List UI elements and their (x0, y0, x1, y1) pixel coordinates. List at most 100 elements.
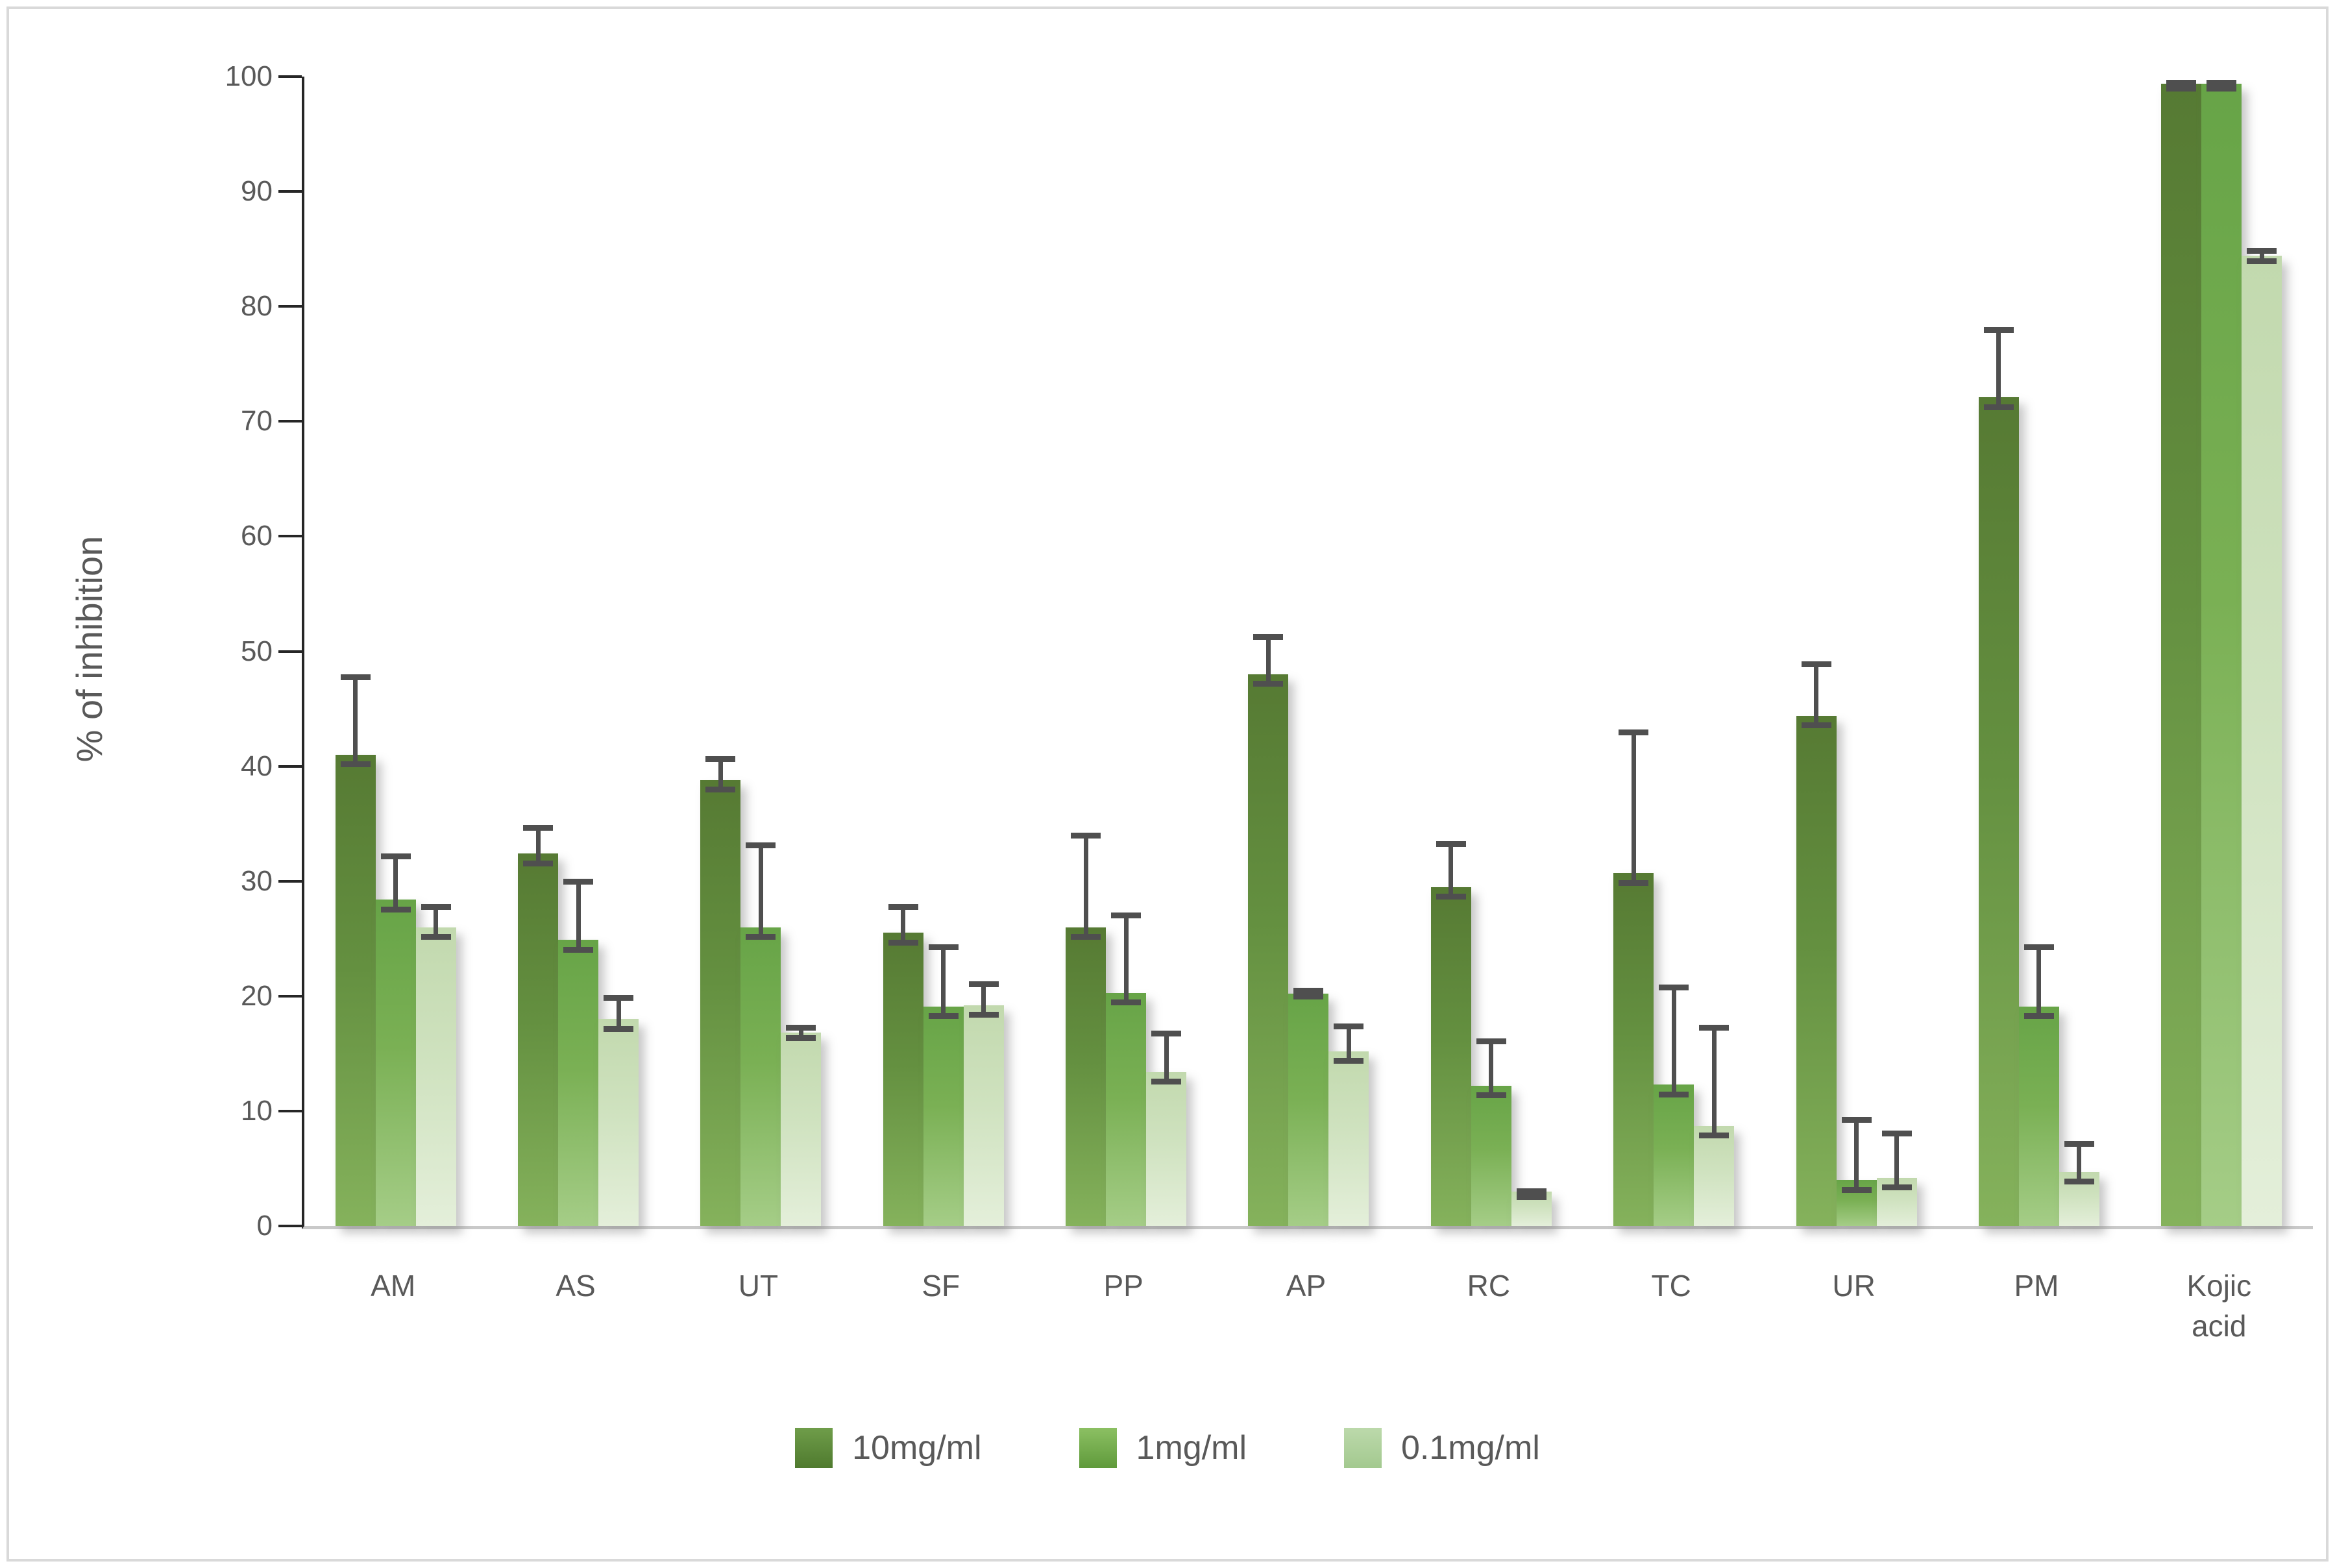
bar-slot (1613, 77, 1654, 1226)
error-bar-line (1671, 990, 1676, 1092)
error-bar-top-cap (1659, 985, 1689, 991)
bar-0.1mg/ml-UT (781, 1033, 822, 1226)
error-bar-bottom-cap (421, 934, 451, 940)
x-axis-labels: AM AS UT SF PP AP RC TC UR PM Kojic acid (302, 1266, 2310, 1389)
bar-1mg/ml-Kojic acid (2201, 83, 2242, 1226)
legend-swatch-icon (795, 1428, 833, 1468)
error-bar (1699, 1025, 1730, 1139)
bar-0.1mg/ml-Kojic acid (2242, 256, 2282, 1226)
bar-slot (1106, 77, 1147, 1226)
error-bar-line (1164, 1036, 1169, 1079)
bar-slot (883, 77, 923, 1226)
error-bar (1253, 633, 1284, 687)
error-bar-line (1083, 839, 1088, 935)
bar-10mg/ml-PP (1066, 927, 1106, 1226)
bar-0.1mg/ml-AM (415, 927, 456, 1226)
error-bar-bottom-cap (523, 860, 554, 866)
error-bar-bottom-cap (968, 1012, 999, 1018)
error-bar-bottom-cap (1881, 1184, 1912, 1191)
error-bar (1801, 661, 1831, 729)
error-bar (1881, 1131, 1912, 1191)
x-axis-label-as: AS (556, 1269, 596, 1303)
error-bar-bottom-cap (1111, 999, 1142, 1005)
x-axis-label-ur: UR (1832, 1269, 1876, 1303)
bar-10mg/ml-Kojic acid (2161, 83, 2202, 1226)
error-bar (1659, 985, 1689, 1097)
error-bar (2247, 247, 2277, 264)
bar-slot (1430, 77, 1471, 1226)
bar-slot (1836, 77, 1877, 1226)
error-bar (340, 674, 371, 768)
bar-slot (740, 77, 781, 1226)
y-axis-tick-label: 50 (241, 635, 273, 667)
error-bar-top-cap (2064, 1140, 2094, 1147)
y-axis-tick-label: 80 (241, 290, 273, 323)
error-bar-bottom-cap (340, 761, 371, 768)
x-axis-label-rc: RC (1467, 1269, 1511, 1303)
error-bar-bottom-cap (1151, 1079, 1182, 1085)
error-bar-line (2036, 950, 2042, 1014)
error-bar (2023, 944, 2054, 1020)
error-bar-top-cap (1801, 661, 1831, 668)
bar-slot (1978, 77, 2019, 1226)
error-bar-line (393, 859, 398, 907)
bar-1mg/ml-AP (1288, 994, 1329, 1226)
bar-slot (1248, 77, 1289, 1226)
bar-1mg/ml-PM (2018, 1006, 2059, 1226)
y-axis-tick (278, 650, 302, 653)
error-bar-line (1996, 333, 2001, 404)
y-axis-tick (278, 420, 302, 423)
error-bar-top-cap (2247, 247, 2277, 254)
error-bar-line (616, 1001, 621, 1026)
bar-slot (1876, 77, 1917, 1226)
error-bar-top-cap (1516, 1188, 1546, 1194)
error-bar-bottom-cap (705, 787, 736, 793)
bar-10mg/ml-PM (1978, 397, 2019, 1226)
y-axis-tick (278, 75, 302, 78)
error-bar-line (1814, 667, 1819, 723)
bar-group-tc (1583, 77, 1765, 1226)
plot-area (278, 75, 2313, 1229)
legend-label: 1mg/ml (1136, 1429, 1247, 1467)
error-bar-top-cap (2207, 80, 2237, 86)
y-axis-tick-label: 30 (241, 864, 273, 897)
error-bar (1841, 1116, 1872, 1193)
y-axis-tick-label: 10 (241, 1094, 273, 1127)
error-bar-bottom-cap (1334, 1058, 1364, 1064)
x-axis-label-kojic-acid: Kojic acid (2186, 1269, 2252, 1343)
y-axis-tick (278, 1225, 302, 1227)
error-bar-bottom-cap (928, 1013, 959, 1020)
legend: 10mg/ml 1mg/ml 0.1mg/ml (0, 1428, 2335, 1468)
error-bar-top-cap (746, 842, 776, 848)
error-bar-top-cap (1151, 1030, 1182, 1036)
error-bar-bottom-cap (2207, 86, 2237, 92)
error-bar (1516, 1188, 1546, 1200)
error-bar (1436, 840, 1466, 900)
bar-1mg/ml-SF (923, 1006, 964, 1226)
error-bar-line (576, 885, 581, 947)
bar-0.1mg/ml-AS (598, 1019, 639, 1226)
error-bar-top-cap (928, 944, 959, 951)
bar-1mg/ml-RC (1471, 1085, 1511, 1226)
error-bar (1293, 988, 1324, 1000)
bar-slot (375, 77, 416, 1226)
error-bar-top-cap (1253, 633, 1284, 640)
bar-slot (1288, 77, 1329, 1226)
error-bar-line (758, 848, 763, 935)
figure-border (6, 6, 2329, 1562)
bar-group-as (487, 77, 669, 1226)
bar-slot (923, 77, 964, 1226)
error-bar (2064, 1140, 2094, 1185)
error-bar-bottom-cap (1841, 1186, 1872, 1193)
x-axis-label-pm: PM (2014, 1269, 2059, 1303)
bar-slot (1796, 77, 1837, 1226)
error-bar-line (941, 950, 946, 1014)
bar-slot (1511, 77, 1552, 1226)
bar-group-ut (670, 77, 852, 1226)
x-axis-label-am: AM (371, 1269, 416, 1303)
error-bar-bottom-cap (1293, 994, 1324, 1000)
bar-1mg/ml-UT (740, 927, 781, 1226)
x-axis-label-ut: UT (738, 1269, 779, 1303)
error-bar-top-cap (1111, 912, 1142, 918)
bar-group-rc (1400, 77, 1582, 1226)
